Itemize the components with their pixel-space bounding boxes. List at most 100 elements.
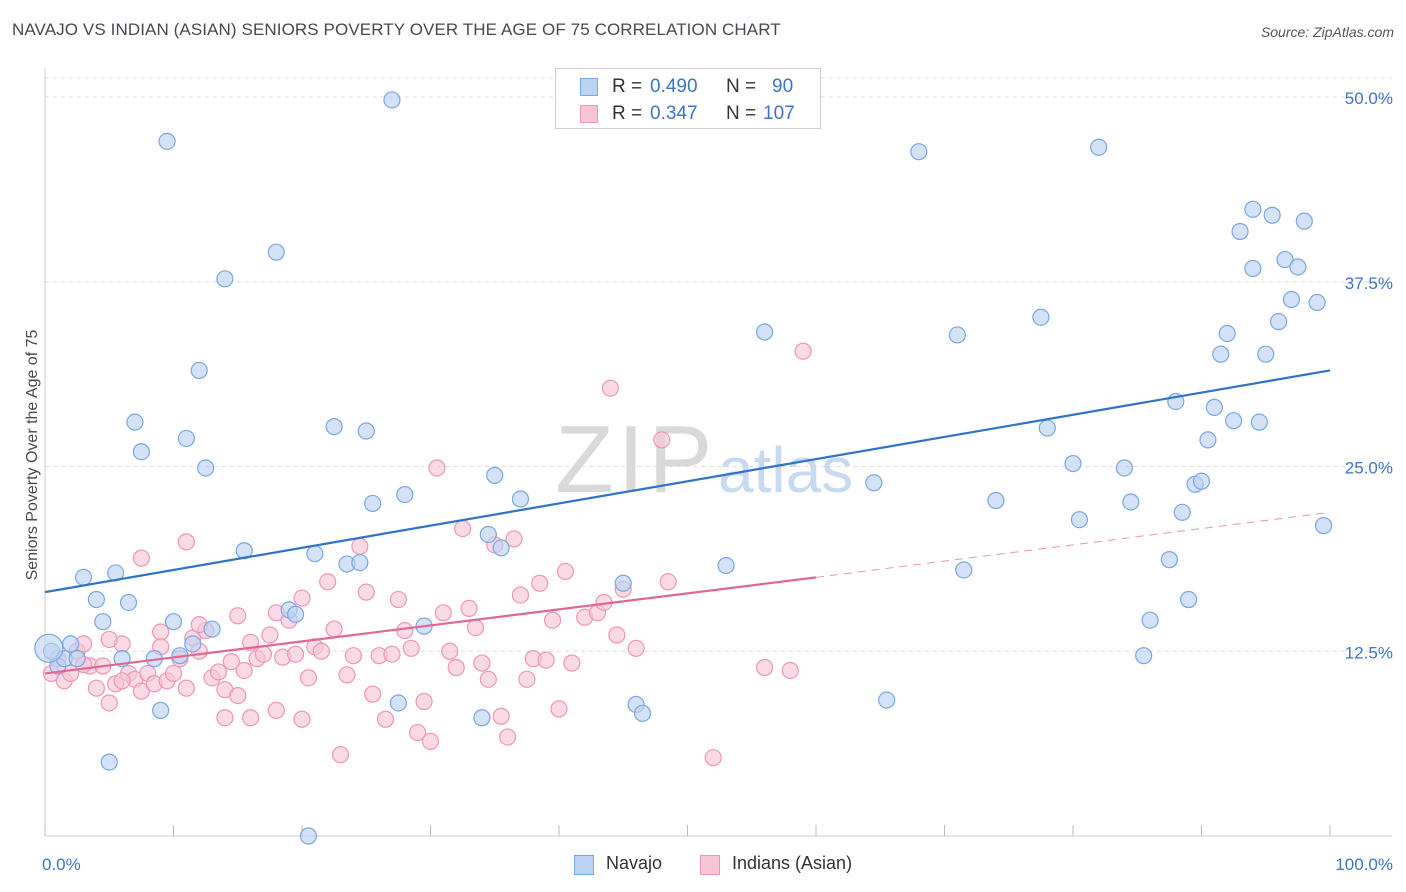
- indian-point: [222, 652, 240, 671]
- indian-point: [177, 679, 195, 697]
- navajo-point: [1032, 308, 1050, 326]
- indian-trend-line: [44, 576, 817, 675]
- navajo-point: [177, 429, 195, 448]
- navajo-point: [1295, 212, 1313, 230]
- indian-legend-swatch: [700, 855, 720, 875]
- indian-point: [704, 749, 722, 767]
- navajo-point: [1244, 259, 1262, 278]
- navajo-point: [633, 704, 652, 722]
- n-value: 107: [763, 103, 795, 124]
- watermark: ZIP atlas: [555, 406, 853, 513]
- indian-point: [132, 549, 150, 567]
- indian-trend-extension: [815, 511, 1331, 578]
- chart-title: NAVAJO VS INDIAN (ASIAN) SENIORS POVERTY…: [12, 20, 781, 39]
- indian-point: [556, 562, 575, 581]
- indian-point: [415, 692, 433, 711]
- indian-point: [293, 589, 311, 607]
- navajo-point: [1282, 290, 1301, 309]
- navajo-point: [197, 459, 215, 477]
- navajo-legend-swatch: [574, 855, 594, 875]
- indian-point: [100, 694, 118, 712]
- indian-point: [531, 574, 549, 592]
- indian-point: [428, 459, 446, 477]
- navajo-point: [325, 417, 343, 436]
- navajo-point: [216, 270, 234, 288]
- navajo-point: [34, 633, 64, 663]
- indian-point: [608, 626, 626, 644]
- n-label: N =: [726, 76, 757, 97]
- indian-point: [364, 685, 382, 703]
- navajo-point: [1122, 493, 1140, 511]
- indian-swatch: [580, 105, 598, 123]
- indian-point: [794, 342, 812, 360]
- indian-point: [473, 654, 491, 672]
- indian-point: [286, 645, 305, 663]
- navajo-point: [158, 132, 176, 150]
- navajo-point: [1115, 459, 1134, 477]
- indian-point: [261, 626, 279, 644]
- indian-point: [653, 431, 671, 449]
- navajo-point: [1308, 293, 1326, 312]
- navajo-point: [614, 574, 632, 592]
- indian-point: [389, 590, 407, 609]
- navajo-point: [1205, 398, 1223, 416]
- correlation-legend: R = 0.490 N = 90 R = 0.347 N = 107: [555, 68, 821, 129]
- navajo-point: [1038, 419, 1056, 437]
- navajo-point: [184, 635, 202, 653]
- indian-point: [357, 583, 375, 601]
- indian-point: [601, 379, 620, 397]
- indian-point: [781, 661, 799, 680]
- navajo-point: [1090, 138, 1108, 156]
- indian-point: [113, 672, 131, 690]
- indian-point: [550, 700, 568, 718]
- indian-point: [267, 701, 285, 719]
- navajo-point: [1314, 517, 1333, 535]
- navajo-point: [306, 545, 324, 563]
- indian-point: [242, 709, 260, 727]
- indian-point: [209, 663, 228, 681]
- n-value: 90: [772, 76, 794, 97]
- navajo-point: [299, 827, 318, 845]
- navajo-point: [878, 691, 896, 709]
- navajo-point: [1257, 345, 1275, 363]
- navajo-point: [1269, 313, 1288, 331]
- indian-point: [87, 679, 106, 697]
- navajo-point: [1250, 413, 1268, 431]
- navajo-point: [1180, 590, 1198, 609]
- indian-point: [441, 642, 459, 660]
- navajo-point: [119, 593, 138, 612]
- legend-row-indian: R = 0.347 N = 107: [556, 100, 820, 126]
- navajo-point: [910, 143, 928, 161]
- navajo-point: [87, 590, 106, 609]
- indian-point: [511, 586, 530, 604]
- watermark-atlas: atlas: [718, 434, 853, 506]
- indian-point: [409, 723, 427, 742]
- indian-point: [152, 623, 170, 641]
- y-tick-label: 12.5%: [1345, 643, 1393, 662]
- navajo-point: [62, 635, 80, 653]
- tick-labels: 12.5% 25.0% 37.5% 50.0% 0.0% 100.0%: [42, 89, 1393, 874]
- indian-point: [338, 666, 356, 684]
- indian-point: [499, 728, 517, 746]
- navajo-point: [473, 709, 491, 727]
- navajo-point: [1231, 222, 1249, 241]
- indian-point: [454, 519, 472, 538]
- navajo-point: [1218, 324, 1236, 343]
- x-tick-label: 0.0%: [42, 855, 81, 874]
- navajo-point: [68, 650, 86, 668]
- indian-point: [659, 573, 677, 591]
- navajo-point: [865, 474, 883, 492]
- indian-point: [351, 537, 369, 555]
- r-label: R =: [612, 76, 643, 97]
- indian-point: [479, 670, 497, 688]
- watermark-zip: ZIP: [555, 406, 716, 513]
- navajo-point: [1064, 454, 1082, 473]
- indian-point: [505, 530, 523, 548]
- navajo-point: [203, 620, 221, 638]
- navajo-point: [955, 561, 973, 579]
- navajo-point: [486, 466, 504, 484]
- r-value: 0.490: [650, 76, 698, 97]
- indian-point: [543, 611, 562, 629]
- indian-point: [460, 599, 478, 617]
- navajo-point: [717, 556, 735, 575]
